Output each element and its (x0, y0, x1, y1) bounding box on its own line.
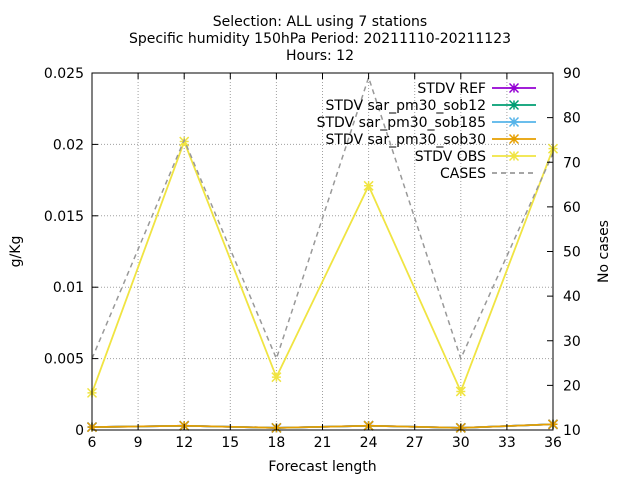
chart-title: Selection: ALL using 7 stations Specific… (129, 14, 511, 64)
y-tick-label: 0.02 (53, 137, 84, 153)
legend-label-4: STDV OBS (415, 149, 486, 165)
title-line-2: Specific humidity 150hPa Period: 2021111… (129, 31, 511, 47)
x-tick-label: 15 (221, 435, 239, 451)
series-4-point (455, 386, 466, 397)
y-tick-label: 0.005 (44, 352, 84, 368)
legend-marker-1 (508, 99, 520, 111)
legend-marker-3 (508, 133, 520, 145)
y-tick-label: 0 (75, 423, 84, 439)
y2-tick-label: 80 (563, 111, 581, 127)
y-axis-label: g/Kg (8, 236, 24, 268)
legend-marker-4 (508, 150, 520, 162)
x-tick-label: 6 (88, 435, 97, 451)
series-5 (91, 75, 554, 361)
y2-tick-label: 40 (563, 289, 581, 305)
legend-marker-2 (508, 116, 520, 128)
legend-label-3: STDV sar_pm30_sob30 (325, 132, 486, 148)
x-tick-label: 36 (544, 435, 562, 451)
series-5-line (91, 75, 554, 361)
y-tick-label: 0.025 (44, 66, 84, 82)
legend-marker-0 (508, 82, 520, 94)
y2-axis-label: No cases (596, 220, 612, 283)
x-tick-label: 12 (175, 435, 193, 451)
y-tick-label: 0.015 (44, 209, 84, 225)
y2-tick-label: 20 (563, 378, 581, 394)
legend-label-0: STDV REF (417, 81, 486, 97)
y2-tick-label: 90 (563, 66, 581, 82)
y2-tick-label: 30 (563, 334, 581, 350)
legend-label-1: STDV sar_pm30_sob12 (325, 98, 486, 114)
y2-tick-label: 70 (563, 155, 581, 171)
legend-label-5: CASES (440, 166, 486, 182)
axis-ticks: 6 9 12 15 18 21 24 27 30 33 36 0 0.005 0.01 0.015 0.02 0… (44, 66, 581, 451)
y-tick-label: 0.01 (53, 280, 84, 296)
y2-tick-label: 60 (563, 200, 581, 216)
series-4 (86, 136, 559, 398)
y2-tick-label: 10 (563, 423, 581, 439)
x-tick-label: 18 (267, 435, 285, 451)
series-4-line (91, 139, 554, 394)
grid (92, 73, 553, 430)
x-tick-label: 27 (406, 435, 424, 451)
x-tick-label: 30 (452, 435, 470, 451)
series-4-point (363, 180, 374, 191)
x-tick-label: 33 (498, 435, 516, 451)
legend-label-2: STDV sar_pm30_sob185 (317, 115, 486, 131)
x-axis-label: Forecast length (268, 459, 376, 475)
title-line-3: Hours: 12 (286, 48, 354, 64)
title-line-1: Selection: ALL using 7 stations (213, 14, 427, 30)
y2-tick-label: 50 (563, 245, 581, 261)
x-tick-label: 9 (134, 435, 143, 451)
x-tick-label: 24 (360, 435, 378, 451)
series-4-point (271, 372, 282, 383)
x-tick-label: 21 (314, 435, 332, 451)
